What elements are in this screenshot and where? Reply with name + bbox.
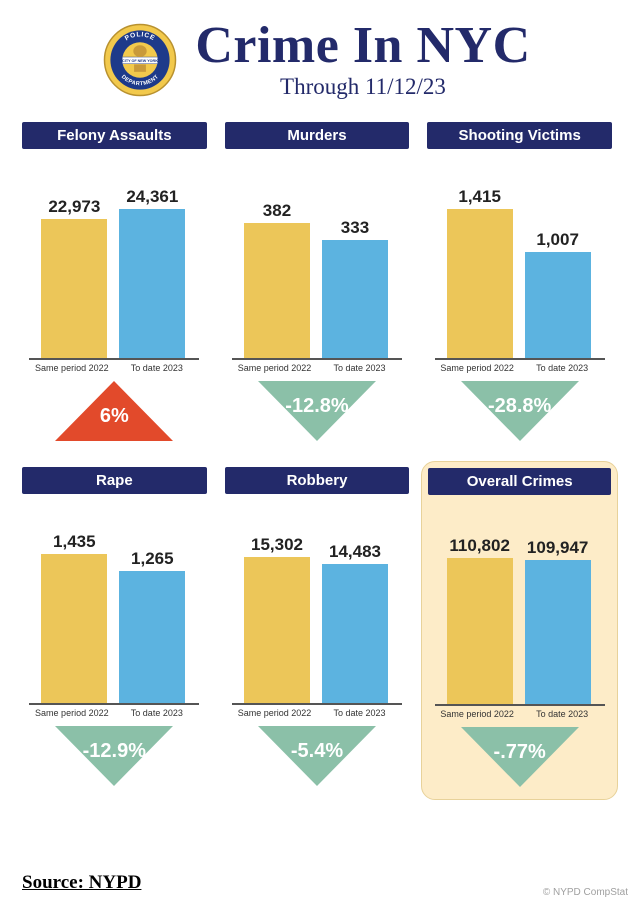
increase-indicator: 6%: [51, 379, 177, 443]
chart-panel: Overall Crimes110,802109,947Same period …: [421, 461, 618, 800]
x-axis-label: To date 2023: [317, 708, 402, 718]
decrease-indicator: -28.8%: [457, 379, 583, 443]
panel-title: Overall Crimes: [428, 468, 611, 495]
bar-2022: 22,973: [41, 219, 107, 358]
bar-value-label: 24,361: [119, 187, 185, 207]
bar-value-label: 1,265: [119, 549, 185, 569]
x-axis-label: To date 2023: [520, 709, 605, 719]
x-axis-label: Same period 2022: [435, 709, 520, 719]
page-subtitle: Through 11/12/23: [195, 74, 530, 100]
nypd-badge-icon: POLICE DEPARTMENT CITY OF NEW YORK: [103, 23, 177, 97]
x-axis-label: Same period 2022: [29, 363, 114, 373]
x-axis-label: Same period 2022: [435, 363, 520, 373]
source-text: Source: NYPD: [22, 872, 141, 894]
change-percent: -12.8%: [285, 395, 348, 418]
bar-fill: [244, 557, 310, 703]
chart-grid: Felony Assaults22,97324,361Same period 2…: [0, 104, 634, 800]
chart-panel: Murders382333Same period 2022To date 202…: [225, 122, 410, 443]
bar-2023: 24,361: [119, 209, 185, 358]
bar-2022: 110,802: [447, 558, 513, 704]
decrease-indicator: -12.8%: [254, 379, 380, 443]
bar-value-label: 109,947: [525, 538, 591, 558]
panel-title: Murders: [225, 122, 410, 149]
bar-2023: 333: [322, 240, 388, 358]
x-axis-label: To date 2023: [114, 708, 199, 718]
x-axis-labels: Same period 2022To date 2023: [435, 363, 605, 373]
change-percent: 6%: [100, 405, 129, 428]
bar-chart: 22,97324,361: [29, 155, 199, 360]
chart-panel: Robbery15,30214,483Same period 2022To da…: [225, 467, 410, 800]
bar-fill: [322, 564, 388, 703]
x-axis-label: Same period 2022: [29, 708, 114, 718]
bar-fill: [119, 209, 185, 358]
header: POLICE DEPARTMENT CITY OF NEW YORK Crime…: [0, 0, 634, 104]
bar-2022: 1,415: [447, 209, 513, 358]
decrease-indicator: -.77%: [457, 725, 583, 789]
change-percent: -28.8%: [488, 395, 551, 418]
x-axis-label: To date 2023: [114, 363, 199, 373]
svg-text:CITY OF NEW YORK: CITY OF NEW YORK: [122, 59, 158, 63]
chart-panel: Felony Assaults22,97324,361Same period 2…: [22, 122, 207, 443]
panel-title: Shooting Victims: [427, 122, 612, 149]
bar-fill: [119, 571, 185, 703]
chart-panel: Shooting Victims1,4151,007Same period 20…: [427, 122, 612, 443]
title-block: Crime In NYC Through 11/12/23: [195, 20, 530, 100]
bar-fill: [525, 560, 591, 704]
x-axis-labels: Same period 2022To date 2023: [232, 708, 402, 718]
bar-value-label: 22,973: [41, 197, 107, 217]
bar-fill: [41, 219, 107, 358]
bar-value-label: 1,435: [41, 532, 107, 552]
chart-panel: Rape1,4351,265Same period 2022To date 20…: [22, 467, 207, 800]
bar-2023: 1,007: [525, 252, 591, 358]
bar-2022: 1,435: [41, 554, 107, 703]
bar-2022: 15,302: [244, 557, 310, 703]
bar-chart: 110,802109,947: [435, 501, 605, 706]
bar-value-label: 333: [322, 218, 388, 238]
panel-title: Rape: [22, 467, 207, 494]
bar-chart: 1,4151,007: [435, 155, 605, 360]
bar-chart: 1,4351,265: [29, 500, 199, 705]
bar-value-label: 1,007: [525, 230, 591, 250]
x-axis-labels: Same period 2022To date 2023: [29, 363, 199, 373]
bar-fill: [244, 223, 310, 358]
panel-title: Robbery: [225, 467, 410, 494]
bar-value-label: 15,302: [244, 535, 310, 555]
change-percent: -12.9%: [83, 740, 146, 763]
x-axis-labels: Same period 2022To date 2023: [232, 363, 402, 373]
panel-title: Felony Assaults: [22, 122, 207, 149]
bar-fill: [41, 554, 107, 703]
bar-fill: [322, 240, 388, 358]
change-percent: -.77%: [494, 741, 546, 764]
bar-2023: 1,265: [119, 571, 185, 703]
page-title: Crime In NYC: [195, 20, 530, 72]
bar-value-label: 14,483: [322, 542, 388, 562]
watermark-text: © NYPD CompStat: [543, 887, 628, 898]
bar-fill: [447, 558, 513, 704]
bar-value-label: 110,802: [447, 536, 513, 556]
x-axis-label: Same period 2022: [232, 708, 317, 718]
x-axis-label: To date 2023: [317, 363, 402, 373]
x-axis-label: Same period 2022: [232, 363, 317, 373]
bar-2023: 14,483: [322, 564, 388, 703]
bar-fill: [447, 209, 513, 358]
decrease-indicator: -5.4%: [254, 724, 380, 788]
bar-2022: 382: [244, 223, 310, 358]
bar-value-label: 1,415: [447, 187, 513, 207]
change-percent: -5.4%: [291, 740, 343, 763]
bar-value-label: 382: [244, 201, 310, 221]
decrease-indicator: -12.9%: [51, 724, 177, 788]
bar-2023: 109,947: [525, 560, 591, 704]
bar-chart: 15,30214,483: [232, 500, 402, 705]
x-axis-labels: Same period 2022To date 2023: [435, 709, 605, 719]
bar-chart: 382333: [232, 155, 402, 360]
x-axis-labels: Same period 2022To date 2023: [29, 708, 199, 718]
bar-fill: [525, 252, 591, 358]
x-axis-label: To date 2023: [520, 363, 605, 373]
